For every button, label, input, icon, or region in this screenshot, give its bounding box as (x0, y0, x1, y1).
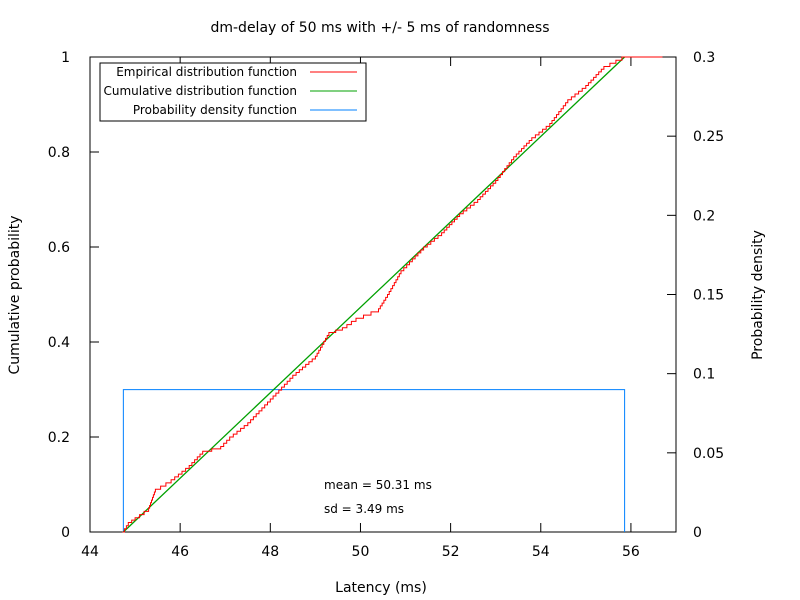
pdf-line (122, 389, 626, 532)
y2-tick-label: 0 (693, 525, 702, 541)
annotation-sd: sd = 3.49 ms (324, 502, 404, 516)
legend-label-cdf: Cumulative distribution function (103, 84, 297, 98)
y2-tick-label: 0.3 (693, 50, 715, 66)
legend: Empirical distribution function Cumulati… (99, 62, 367, 122)
x-tick-label: 48 (261, 544, 279, 560)
y-tick-label: 0.4 (48, 335, 70, 351)
y2-tick-label: 0.15 (693, 288, 724, 304)
plot-border (89, 56, 677, 533)
annotation-mean: mean = 50.31 ms (324, 478, 432, 492)
y-tick-label: 0.2 (48, 430, 70, 446)
cdf-line (122, 56, 626, 533)
x-tick-label: 44 (81, 544, 99, 560)
y2-tick-label: 0.05 (693, 446, 724, 462)
y-tick-label: 0.6 (48, 240, 70, 256)
y-tick-label: 0 (61, 525, 70, 541)
legend-label-pdf: Probability density function (133, 103, 297, 117)
x-axis-label: Latency (ms) (335, 580, 427, 596)
y-axis-label: Cumulative probability (7, 215, 23, 374)
chart-title: dm-delay of 50 ms with +/- 5 ms of rando… (210, 20, 549, 36)
x-tick-label: 50 (352, 544, 370, 560)
y2-tick-label: 0.2 (693, 208, 715, 224)
x-tick-label: 54 (532, 544, 550, 560)
y-tick-label: 1 (61, 50, 70, 66)
ecdf-line (122, 56, 663, 533)
legend-label-ecdf: Empirical distribution function (116, 65, 297, 79)
x-tick-label: 56 (622, 544, 640, 560)
y2-tick-label: 0.1 (693, 367, 715, 383)
x-tick-label: 46 (171, 544, 189, 560)
y2-axis-label: Probability density (750, 230, 766, 360)
x-tick-label: 52 (442, 544, 460, 560)
y2-tick-label: 0.25 (693, 129, 724, 145)
y-tick-label: 0.8 (48, 145, 70, 161)
